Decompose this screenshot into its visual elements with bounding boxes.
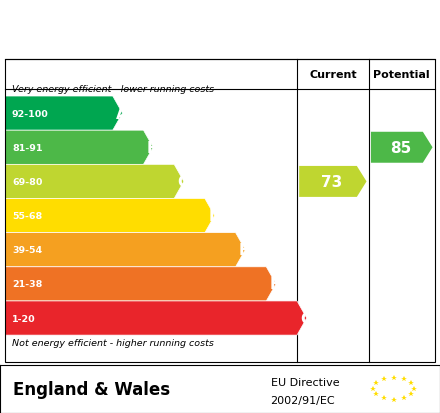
Polygon shape: [5, 233, 245, 267]
Text: F: F: [270, 277, 280, 292]
Text: Very energy efficient - lower running costs: Very energy efficient - lower running co…: [12, 84, 214, 93]
Polygon shape: [5, 131, 153, 165]
Text: E: E: [239, 242, 249, 258]
Polygon shape: [371, 133, 433, 164]
Text: B: B: [147, 140, 158, 155]
Text: Energy Efficiency Rating: Energy Efficiency Rating: [13, 14, 301, 34]
Text: 1-20: 1-20: [12, 314, 36, 323]
Polygon shape: [5, 165, 184, 199]
Text: Current: Current: [309, 70, 357, 80]
Text: 92-100: 92-100: [12, 109, 49, 118]
Polygon shape: [5, 97, 122, 131]
Text: England & Wales: England & Wales: [13, 380, 170, 398]
Text: 69-80: 69-80: [12, 178, 42, 186]
Polygon shape: [299, 166, 367, 197]
Text: 85: 85: [390, 140, 411, 155]
Polygon shape: [5, 267, 276, 301]
Text: D: D: [209, 209, 221, 223]
Text: Not energy efficient - higher running costs: Not energy efficient - higher running co…: [12, 338, 214, 347]
Text: 55-68: 55-68: [12, 211, 42, 221]
Text: 73: 73: [321, 174, 342, 190]
Text: EU Directive: EU Directive: [271, 377, 339, 387]
Text: 2002/91/EC: 2002/91/EC: [271, 395, 335, 405]
Text: A: A: [116, 106, 128, 121]
Text: 81-91: 81-91: [12, 143, 42, 152]
Polygon shape: [5, 301, 307, 335]
Polygon shape: [5, 199, 215, 233]
Text: Potential: Potential: [374, 70, 430, 80]
Text: 21-38: 21-38: [12, 280, 42, 289]
Text: G: G: [301, 311, 313, 326]
Text: C: C: [178, 174, 189, 190]
Text: 39-54: 39-54: [12, 246, 42, 254]
